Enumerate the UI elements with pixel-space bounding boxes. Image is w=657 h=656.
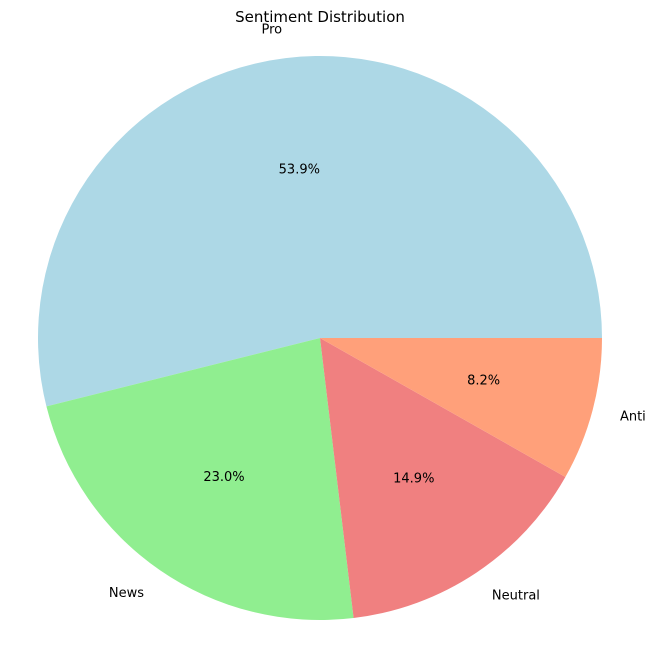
slice-percent-neutral: 14.9% bbox=[393, 471, 434, 486]
slice-percent-pro: 53.9% bbox=[279, 163, 320, 178]
pie-slice-pro bbox=[38, 56, 603, 407]
pie-slices bbox=[38, 56, 603, 620]
slice-percent-anti: 8.2% bbox=[467, 374, 500, 389]
slice-label-pro: Pro bbox=[261, 23, 282, 38]
pie-slice-news bbox=[46, 338, 354, 620]
pie-slice-anti bbox=[320, 338, 602, 477]
slice-label-news: News bbox=[109, 586, 144, 601]
pie-slice-neutral bbox=[320, 338, 566, 618]
pie-labels: Pro 53.9% News 23.0% Neutral 14.9% Anti 8.2% bbox=[109, 23, 646, 604]
slice-label-anti: Anti bbox=[620, 410, 646, 425]
slice-label-neutral: Neutral bbox=[492, 589, 540, 604]
slice-percent-news: 23.0% bbox=[203, 470, 244, 485]
chart-title: Sentiment Distribution bbox=[235, 8, 405, 26]
